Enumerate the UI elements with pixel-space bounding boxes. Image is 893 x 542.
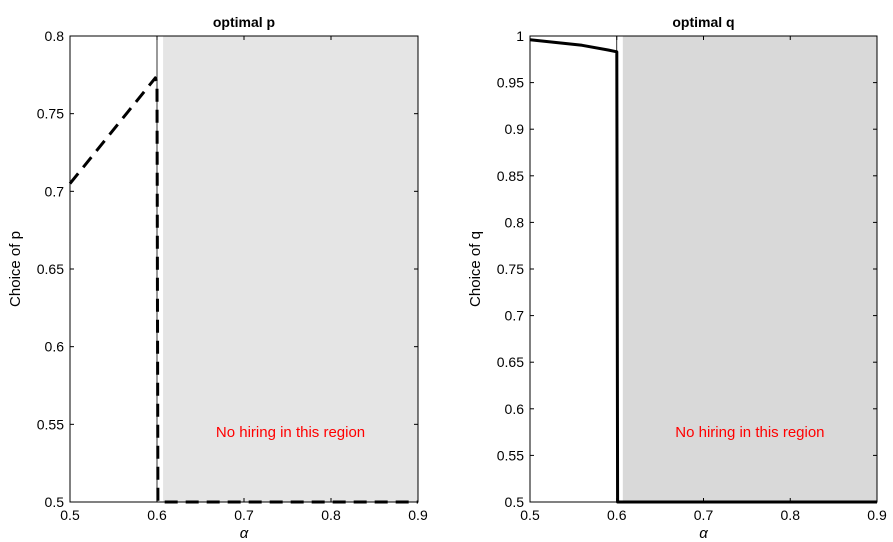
y-tick-label: 0.7 (45, 183, 65, 199)
y-tick-label: 0.6 (45, 339, 65, 355)
x-tick-label: 0.5 (520, 507, 540, 523)
x-tick-label: 0.9 (867, 507, 887, 523)
x-tick-label: 0.7 (234, 507, 254, 523)
chart-title: optimal q (672, 14, 734, 30)
y-tick-label: 0.5 (45, 494, 65, 510)
x-tick-label: 0.6 (607, 507, 627, 523)
no-hiring-annotation: No hiring in this region (675, 424, 824, 441)
panel-optimal-p: 0.5 0.6 0.7 0.8 0.9 0.5 0.55 0.6 0.65 0.7 0.75 0.8 o… (7, 14, 428, 542)
x-tick-label: 0.8 (781, 507, 801, 523)
chart-title: optimal p (213, 14, 275, 30)
x-axis-label: α (240, 525, 249, 542)
y-axis-label: Choice of p (7, 231, 24, 307)
panel-optimal-q: 0.5 0.6 0.7 0.8 0.9 0.5 0.55 0.6 0.65 0.7 0.75 0.8 0… (467, 14, 887, 542)
x-tick-label: 0.6 (147, 507, 167, 523)
y-tick-label: 0.65 (497, 354, 524, 370)
y-tick-label: 0.55 (497, 447, 524, 463)
y-tick-label: 0.65 (37, 261, 64, 277)
y-tick-label: 0.75 (37, 106, 64, 122)
x-tick-label: 0.7 (694, 507, 714, 523)
y-axis-label: Choice of q (467, 231, 484, 307)
x-tick-label: 0.5 (60, 507, 80, 523)
y-tick-label: 0.85 (497, 168, 524, 184)
x-axis-label: α (699, 525, 708, 542)
y-tick-label: 0.7 (505, 308, 525, 324)
y-tick-label: 0.6 (505, 401, 525, 417)
x-tick-label: 0.8 (321, 507, 341, 523)
y-tick-label: 0.95 (497, 75, 524, 91)
y-tick-label: 1 (516, 28, 524, 44)
y-tick-label: 0.8 (45, 28, 65, 44)
x-tick-label: 0.9 (408, 507, 428, 523)
y-tick-label: 0.9 (505, 121, 525, 137)
y-tick-label: 0.5 (505, 494, 525, 510)
series-line-undefined-0 (68, 76, 418, 504)
no-hiring-annotation: No hiring in this region (216, 424, 365, 441)
y-tick-label: 0.75 (497, 261, 524, 277)
no-hiring-region (163, 36, 418, 502)
y-tick-label: 0.55 (37, 416, 64, 432)
y-tick-label: 0.8 (505, 214, 525, 230)
no-hiring-region (622, 36, 877, 502)
